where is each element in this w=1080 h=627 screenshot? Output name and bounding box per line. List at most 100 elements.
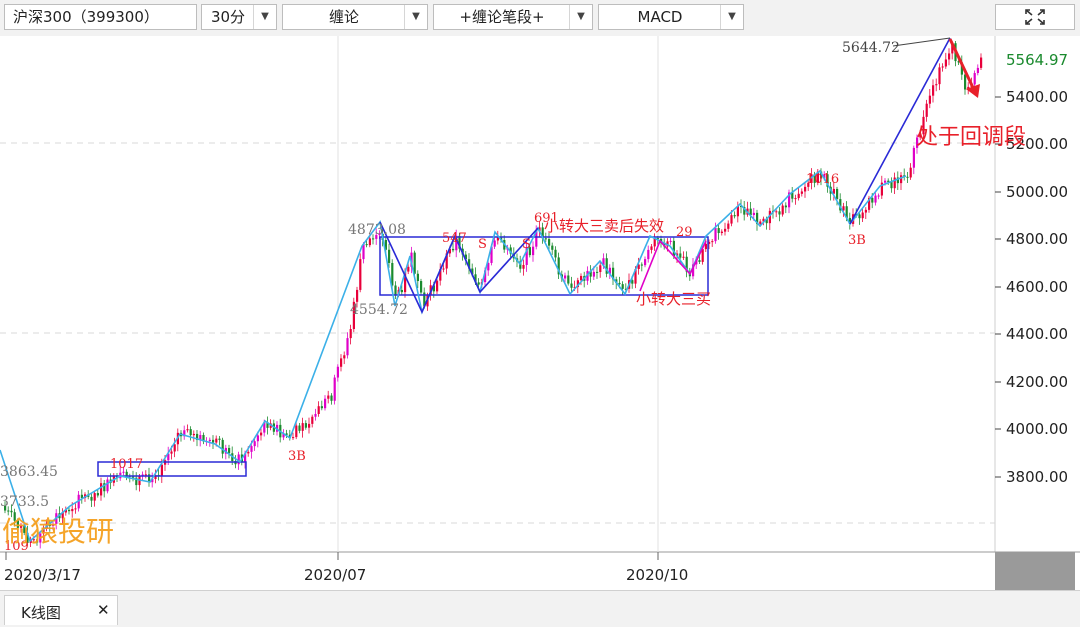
sub-indicator-dropdown[interactable]: MACD ▼ bbox=[598, 4, 744, 30]
candle-body bbox=[292, 437, 295, 439]
chart-toolbar: 沪深300（399300） 30分 ▼ 缠论 ▼ +缠论笔段+ ▼ MACD ▼ bbox=[0, 0, 1080, 36]
time-scrollbar[interactable] bbox=[995, 552, 1075, 590]
candle-body bbox=[237, 454, 240, 465]
candle-body bbox=[356, 289, 359, 302]
candle-body bbox=[173, 444, 176, 452]
candle-body bbox=[890, 182, 893, 189]
candle-body bbox=[215, 438, 218, 443]
candle-body bbox=[906, 176, 909, 178]
symbol-selector[interactable]: 沪深300（399300） bbox=[4, 4, 197, 30]
candle-body bbox=[132, 476, 135, 478]
candle-body bbox=[816, 171, 819, 183]
candle-body bbox=[304, 423, 307, 428]
candle-body bbox=[896, 177, 899, 184]
candle-body bbox=[23, 525, 26, 533]
candle-body bbox=[592, 271, 595, 277]
candle-body bbox=[900, 175, 903, 184]
candle-body bbox=[314, 413, 317, 417]
candle-body bbox=[765, 218, 768, 224]
candle-body bbox=[922, 116, 925, 135]
candle-body bbox=[189, 429, 192, 436]
y-tick: 5400.00 bbox=[1006, 88, 1068, 106]
candle-body bbox=[685, 256, 688, 272]
candle-body bbox=[941, 66, 944, 68]
candle-body bbox=[858, 214, 861, 219]
candle-body bbox=[282, 433, 285, 438]
candle-body bbox=[61, 512, 64, 519]
left-price-label: 3863.45 bbox=[0, 464, 58, 480]
candle-body bbox=[436, 280, 439, 292]
candle-body bbox=[960, 62, 963, 75]
candle-body bbox=[490, 246, 493, 263]
pivot-label-early: 1017 bbox=[110, 457, 143, 472]
y-tick: 4000.00 bbox=[1006, 420, 1068, 438]
candle-body bbox=[781, 205, 784, 215]
candle-body bbox=[336, 366, 339, 378]
grid-lines bbox=[0, 142, 995, 524]
candle-body bbox=[464, 254, 467, 260]
kline-chart[interactable]: 5644.72 5564.97 5400.00 5200.00 5000.00 … bbox=[0, 36, 1080, 590]
candle-body bbox=[823, 174, 826, 179]
candle-body bbox=[221, 439, 224, 454]
candle-body bbox=[871, 197, 874, 203]
expand-button[interactable] bbox=[995, 4, 1075, 30]
candle-body bbox=[320, 406, 323, 409]
candle-body bbox=[208, 439, 211, 442]
candle-body bbox=[250, 446, 253, 452]
candle-body bbox=[775, 211, 778, 213]
candle-body bbox=[794, 198, 797, 200]
candle-body bbox=[589, 270, 592, 277]
candle-body bbox=[413, 252, 416, 274]
candle-body bbox=[525, 247, 528, 265]
candle-body bbox=[48, 523, 51, 526]
overlay-indicator-label: +缠论笔段+ bbox=[459, 8, 545, 26]
pivot-box-main bbox=[379, 236, 709, 296]
candle-body bbox=[951, 43, 954, 54]
mid-label-s1: S bbox=[478, 237, 487, 252]
candle-body bbox=[730, 215, 733, 224]
candle-body bbox=[183, 430, 186, 437]
main-indicator-dropdown[interactable]: 缠论 ▼ bbox=[282, 4, 428, 30]
candle-body bbox=[912, 147, 915, 168]
candle-body bbox=[564, 275, 567, 279]
candle-body bbox=[756, 212, 759, 224]
candle-body bbox=[96, 493, 99, 496]
candle-body bbox=[615, 279, 618, 283]
candle-body bbox=[484, 270, 487, 283]
third-buy-label-late: 3B bbox=[848, 233, 866, 248]
bi-lines bbox=[0, 169, 907, 543]
candle-body bbox=[733, 215, 736, 217]
candle-body bbox=[106, 479, 109, 492]
candle-body bbox=[612, 267, 615, 280]
candle-body bbox=[144, 474, 147, 476]
period-dropdown[interactable]: 30分 ▼ bbox=[201, 4, 277, 30]
candle-body bbox=[298, 425, 301, 431]
time-axis-labels: 2020/3/17 2020/07 2020/10 bbox=[4, 566, 688, 584]
candle-body bbox=[535, 231, 538, 247]
overlay-indicator-dropdown[interactable]: +缠论笔段+ ▼ bbox=[433, 4, 593, 30]
right-label-1016: 1016 bbox=[806, 172, 839, 187]
candle-body bbox=[333, 377, 336, 401]
expand-arrows-icon bbox=[1025, 9, 1045, 25]
candle-body bbox=[672, 240, 675, 257]
candle-body bbox=[295, 425, 298, 438]
candle-body bbox=[362, 244, 365, 260]
segment-lines bbox=[379, 221, 539, 314]
close-icon[interactable]: ✕ bbox=[97, 601, 110, 619]
candle-body bbox=[528, 247, 531, 256]
candle-body bbox=[551, 245, 554, 250]
candle-body bbox=[266, 422, 269, 428]
candle-body bbox=[743, 207, 746, 215]
candle-body bbox=[656, 238, 659, 240]
sub-indicator-label: MACD bbox=[637, 8, 683, 26]
candle-body bbox=[532, 246, 535, 256]
candle-body bbox=[964, 74, 967, 90]
candle-body bbox=[935, 84, 938, 86]
candle-body bbox=[10, 510, 13, 513]
candle-body bbox=[388, 249, 391, 263]
candle-body bbox=[880, 182, 883, 196]
candle-body bbox=[253, 441, 256, 447]
high-label: 5644.72 bbox=[842, 40, 900, 56]
tab-kline[interactable]: K线图 ✕ bbox=[4, 595, 118, 625]
main-indicator-label: 缠论 bbox=[328, 8, 359, 26]
